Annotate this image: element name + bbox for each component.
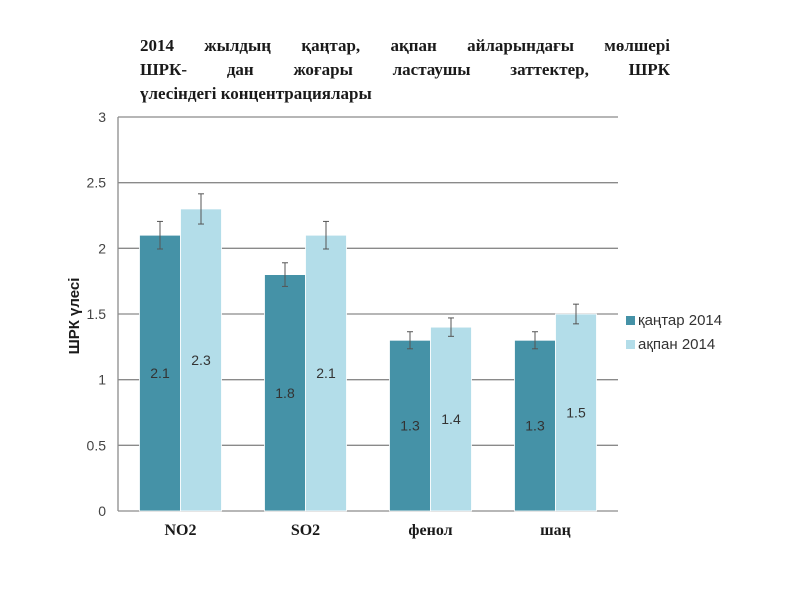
y-axis-label: ШРК үлесі — [66, 278, 83, 355]
bar — [389, 339, 431, 512]
x-tick-label: SO2 — [291, 522, 320, 539]
data-label: 2.1 — [150, 365, 170, 381]
data-label: 2.3 — [191, 352, 211, 368]
legend-label: ақпан 2014 — [638, 335, 716, 353]
y-axis-ticks: 0 0.5 1 1.5 2 2.5 3 — [87, 109, 107, 519]
x-tick-label: фенол — [408, 522, 452, 539]
legend-label: қаңтар 2014 — [638, 311, 723, 329]
bar — [305, 234, 347, 512]
y-tick-label: 2 — [98, 240, 106, 256]
legend: қаңтар 2014 ақпан 2014 — [626, 308, 722, 356]
data-label: 1.3 — [525, 418, 545, 434]
x-axis-categories: NO2 SO2 фенол шаң — [165, 522, 571, 539]
x-tick-label: NO2 — [165, 522, 197, 539]
x-tick-label: шаң — [540, 522, 571, 539]
bar — [430, 326, 472, 512]
y-tick-label: 0.5 — [87, 437, 107, 453]
chart-title: 2014 жылдың қаңтар, ақпан айларындағы мө… — [140, 34, 670, 106]
legend-item-series-2: ақпан 2014 — [626, 332, 722, 356]
legend-swatch — [626, 315, 635, 325]
y-tick-label: 3 — [98, 109, 106, 125]
bar — [514, 339, 556, 512]
legend-item-series-1: қаңтар 2014 — [626, 308, 722, 332]
bars — [139, 208, 597, 512]
bar — [264, 274, 306, 512]
data-labels: 2.1 2.3 1.8 2.1 1.3 1.4 1.3 1.5 — [150, 352, 586, 434]
chart-title-line-1: 2014 жылдың қаңтар, ақпан айларындағы мө… — [140, 36, 670, 55]
chart-title-line-2: ШРК- дан жоғары ластаушы заттектер, ШРК — [140, 60, 670, 79]
data-label: 1.5 — [566, 405, 586, 421]
data-label: 1.4 — [441, 411, 461, 427]
data-label: 2.1 — [316, 365, 336, 381]
data-label: 1.3 — [400, 418, 420, 434]
y-tick-label: 2.5 — [87, 175, 107, 191]
bar — [139, 234, 181, 512]
chart-title-line-3: үлесіндегі концентрациялары — [140, 84, 372, 103]
data-label: 1.8 — [275, 385, 295, 401]
legend-swatch — [626, 339, 635, 349]
bar — [180, 208, 222, 512]
y-tick-label: 1 — [98, 372, 106, 388]
y-tick-label: 0 — [98, 503, 106, 519]
bar — [555, 313, 597, 512]
y-tick-label: 1.5 — [87, 306, 107, 322]
error-bars — [157, 193, 579, 350]
